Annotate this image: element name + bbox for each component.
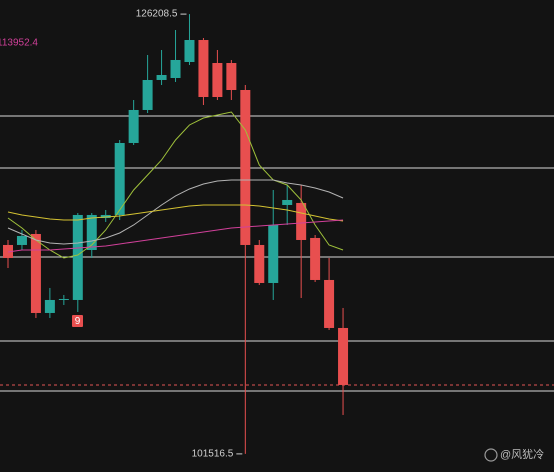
high-label: 126208.5 [136,9,178,20]
count-box [72,315,83,327]
ma-label: 113952.4 [0,38,38,49]
moving-average [7,219,344,253]
candle-body [142,79,153,110]
candle-body [198,40,209,98]
candle-body [268,224,279,283]
candle-body [72,214,83,300]
moving-average [7,204,344,222]
candle-body [30,233,41,313]
candle-body [240,90,251,245]
count-label: 9 [75,316,81,327]
candle-body [58,298,69,300]
candle-body [212,62,223,98]
watermark-icon [484,448,498,462]
candle-body [338,327,349,385]
candle-body [170,59,181,78]
candle-body [16,235,27,245]
candle-body [86,214,97,250]
candle-body [310,237,321,280]
candle-body [324,279,335,328]
moving-average [7,111,344,259]
candle-body [282,199,293,205]
candle-body [44,299,55,313]
candle-body [114,142,125,215]
candle-body [254,244,265,283]
watermark: @风犹冷 [484,448,544,462]
low-label: 101516.5 [192,449,234,460]
candle-body [128,109,139,143]
candle-body [156,75,167,80]
candle-body [226,62,237,91]
watermark-text: @风犹冷 [500,448,544,461]
candle-body [184,40,195,63]
moving-average [7,179,344,245]
candle-body [296,202,307,240]
